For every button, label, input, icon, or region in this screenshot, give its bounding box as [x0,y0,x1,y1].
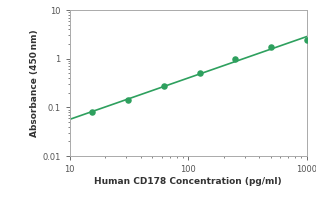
Point [197,72,202,75]
Point [161,85,166,88]
X-axis label: Human CD178 Concentration (pg/ml): Human CD178 Concentration (pg/ml) [94,177,282,186]
Point [268,46,273,49]
Point [304,39,309,42]
Point [90,110,95,114]
Y-axis label: Absorbance (450 nm): Absorbance (450 nm) [30,29,39,137]
Point [126,99,131,102]
Point [233,57,238,60]
